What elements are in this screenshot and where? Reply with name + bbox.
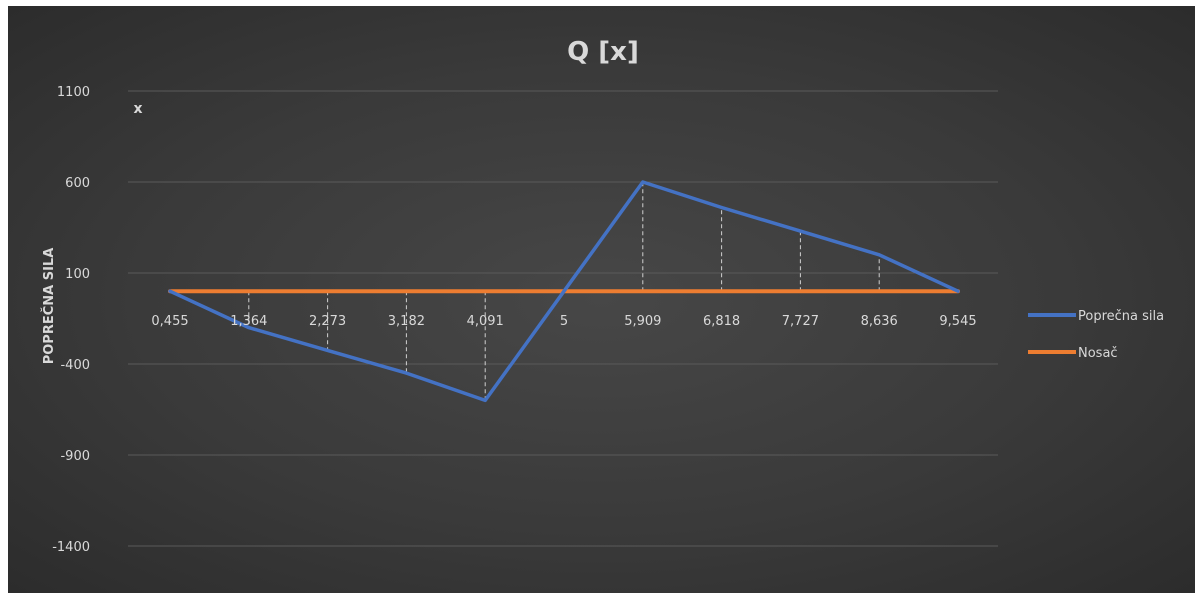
x-tick-label: 1,364 bbox=[230, 314, 267, 329]
x-tick-label: 2,273 bbox=[309, 314, 346, 329]
y-tick-label: 600 bbox=[65, 176, 90, 191]
x-tick-label: 5 bbox=[560, 314, 568, 329]
x-tick-label: 8,636 bbox=[861, 314, 898, 329]
gridlines bbox=[128, 90, 998, 547]
series-line bbox=[168, 180, 960, 403]
x-tick-label: 7,727 bbox=[782, 314, 819, 329]
x-tick-label: 4,091 bbox=[467, 314, 504, 329]
x-tick-label: 6,818 bbox=[703, 314, 740, 329]
y-tick-label: 100 bbox=[65, 267, 90, 282]
x-tick-label: 0,455 bbox=[151, 314, 188, 329]
chart-area: Q [x] x POPREČNA SILA 1100 600 100 -400 -900… bbox=[8, 6, 1195, 593]
y-tick-labels: 1100 600 100 -400 -900 -1400 bbox=[52, 85, 90, 555]
legend-label: Poprečna sila bbox=[1078, 309, 1164, 324]
x-tick-label: 9,545 bbox=[939, 314, 976, 329]
x-tick-labels: 0,455 1,364 2,273 3,182 4,091 5 5,909 6,818 7,72… bbox=[151, 314, 976, 329]
y-axis-label: POPREČNA SILA bbox=[41, 248, 57, 365]
legend: Poprečna sila Nosač bbox=[1028, 309, 1164, 361]
x-tick-label: 3,182 bbox=[388, 314, 425, 329]
series-lines bbox=[168, 180, 960, 403]
legend-label: Nosač bbox=[1078, 346, 1118, 361]
y-tick-label: -400 bbox=[60, 358, 90, 373]
x-tick-label: 5,909 bbox=[624, 314, 661, 329]
chart-svg: Q [x] x POPREČNA SILA 1100 600 100 -400 -900… bbox=[41, 37, 1164, 555]
drop-lines bbox=[248, 182, 880, 401]
chart-title: Q [x] bbox=[567, 37, 639, 67]
y-tick-label: -1400 bbox=[52, 540, 90, 555]
x-axis-label: x bbox=[133, 101, 142, 117]
y-tick-label: -900 bbox=[60, 449, 90, 464]
y-tick-label: 1100 bbox=[57, 85, 90, 100]
